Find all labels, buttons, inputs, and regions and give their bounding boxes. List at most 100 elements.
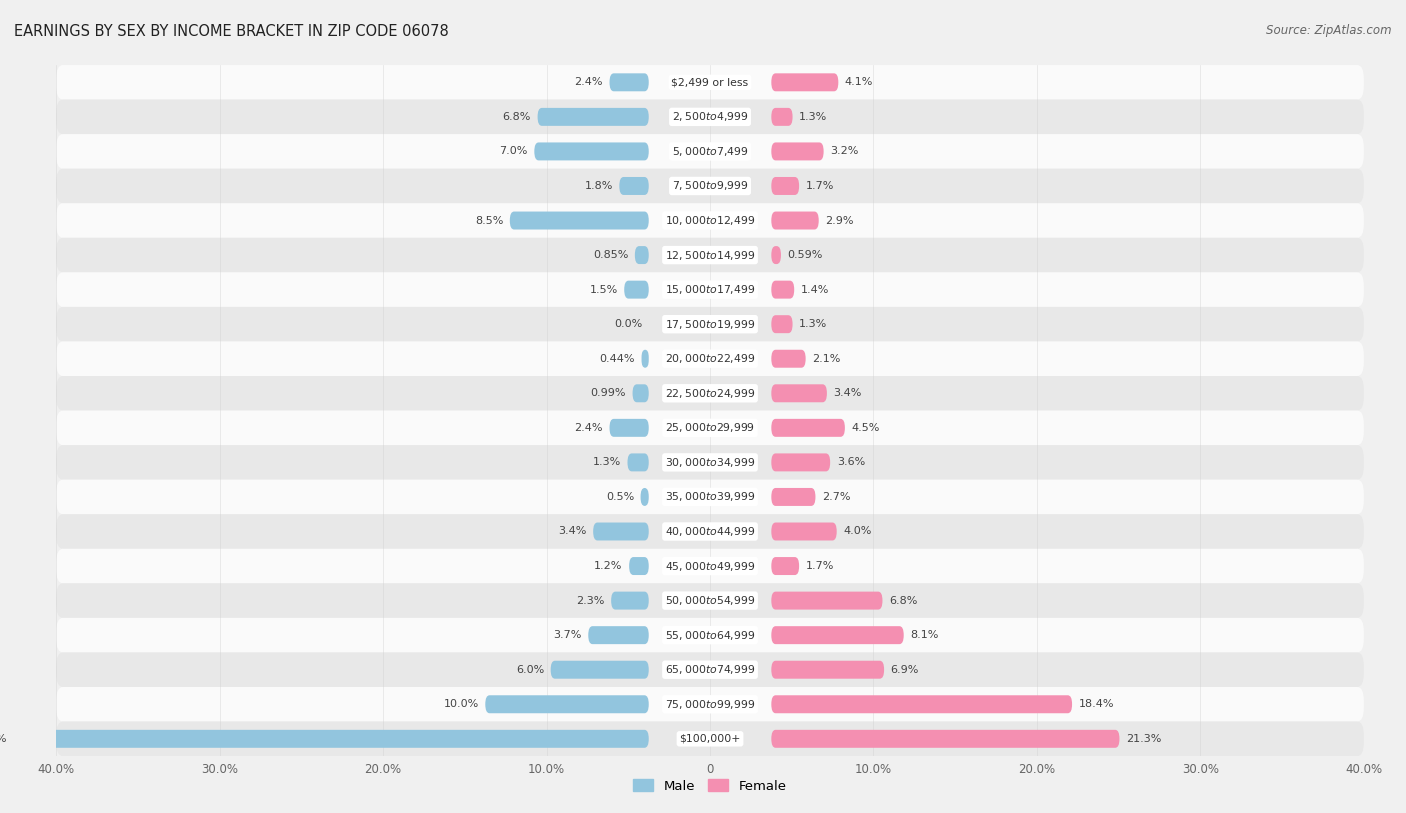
- FancyBboxPatch shape: [56, 65, 1364, 99]
- Legend: Male, Female: Male, Female: [628, 774, 792, 798]
- FancyBboxPatch shape: [772, 350, 806, 367]
- Text: 8.5%: 8.5%: [475, 215, 503, 225]
- Text: 1.2%: 1.2%: [595, 561, 623, 571]
- FancyBboxPatch shape: [624, 280, 648, 298]
- Text: 21.3%: 21.3%: [1126, 734, 1161, 744]
- FancyBboxPatch shape: [56, 307, 1364, 341]
- Text: $75,000 to $99,999: $75,000 to $99,999: [665, 698, 755, 711]
- Text: 2.9%: 2.9%: [825, 215, 853, 225]
- FancyBboxPatch shape: [56, 168, 1364, 203]
- FancyBboxPatch shape: [772, 177, 799, 195]
- FancyBboxPatch shape: [772, 661, 884, 679]
- Text: $10,000 to $12,499: $10,000 to $12,499: [665, 214, 755, 227]
- Text: 0.99%: 0.99%: [591, 389, 626, 398]
- FancyBboxPatch shape: [56, 618, 1364, 652]
- Text: $35,000 to $39,999: $35,000 to $39,999: [665, 490, 755, 503]
- Text: 4.0%: 4.0%: [844, 527, 872, 537]
- Text: 1.7%: 1.7%: [806, 561, 834, 571]
- Text: 3.4%: 3.4%: [834, 389, 862, 398]
- FancyBboxPatch shape: [641, 350, 648, 367]
- Text: 4.1%: 4.1%: [845, 77, 873, 87]
- FancyBboxPatch shape: [627, 454, 648, 472]
- Text: 3.7%: 3.7%: [554, 630, 582, 640]
- FancyBboxPatch shape: [772, 211, 818, 229]
- Text: $7,500 to $9,999: $7,500 to $9,999: [672, 180, 748, 193]
- FancyBboxPatch shape: [56, 514, 1364, 549]
- FancyBboxPatch shape: [56, 583, 1364, 618]
- FancyBboxPatch shape: [56, 134, 1364, 168]
- Text: $17,500 to $19,999: $17,500 to $19,999: [665, 318, 755, 331]
- Text: $55,000 to $64,999: $55,000 to $64,999: [665, 628, 755, 641]
- Text: 6.8%: 6.8%: [503, 112, 531, 122]
- FancyBboxPatch shape: [56, 341, 1364, 376]
- Text: $2,499 or less: $2,499 or less: [672, 77, 748, 87]
- Text: $25,000 to $29,999: $25,000 to $29,999: [665, 421, 755, 434]
- Text: 2.4%: 2.4%: [575, 423, 603, 433]
- FancyBboxPatch shape: [772, 557, 799, 575]
- FancyBboxPatch shape: [56, 376, 1364, 411]
- FancyBboxPatch shape: [628, 557, 648, 575]
- FancyBboxPatch shape: [56, 445, 1364, 480]
- FancyBboxPatch shape: [772, 488, 815, 506]
- FancyBboxPatch shape: [772, 454, 830, 472]
- Text: $45,000 to $49,999: $45,000 to $49,999: [665, 559, 755, 572]
- Text: 1.3%: 1.3%: [593, 458, 621, 467]
- FancyBboxPatch shape: [610, 419, 648, 437]
- FancyBboxPatch shape: [772, 246, 780, 264]
- FancyBboxPatch shape: [772, 730, 1119, 748]
- Text: 0.0%: 0.0%: [614, 320, 643, 329]
- Text: 0.5%: 0.5%: [606, 492, 634, 502]
- Text: 6.9%: 6.9%: [890, 665, 920, 675]
- FancyBboxPatch shape: [619, 177, 648, 195]
- Text: EARNINGS BY SEX BY INCOME BRACKET IN ZIP CODE 06078: EARNINGS BY SEX BY INCOME BRACKET IN ZIP…: [14, 24, 449, 39]
- Text: 1.8%: 1.8%: [585, 181, 613, 191]
- Text: 1.3%: 1.3%: [799, 320, 827, 329]
- Text: 38.9%: 38.9%: [0, 734, 7, 744]
- Text: 0.44%: 0.44%: [599, 354, 636, 363]
- FancyBboxPatch shape: [13, 730, 648, 748]
- Text: 2.4%: 2.4%: [575, 77, 603, 87]
- Text: Source: ZipAtlas.com: Source: ZipAtlas.com: [1267, 24, 1392, 37]
- Text: $12,500 to $14,999: $12,500 to $14,999: [665, 249, 755, 262]
- Text: $22,500 to $24,999: $22,500 to $24,999: [665, 387, 755, 400]
- FancyBboxPatch shape: [772, 385, 827, 402]
- FancyBboxPatch shape: [772, 315, 793, 333]
- FancyBboxPatch shape: [510, 211, 648, 229]
- FancyBboxPatch shape: [56, 687, 1364, 722]
- Text: $100,000+: $100,000+: [679, 734, 741, 744]
- FancyBboxPatch shape: [534, 142, 648, 160]
- Text: 18.4%: 18.4%: [1078, 699, 1114, 709]
- Text: 1.7%: 1.7%: [806, 181, 834, 191]
- FancyBboxPatch shape: [56, 237, 1364, 272]
- Text: 10.0%: 10.0%: [443, 699, 479, 709]
- FancyBboxPatch shape: [772, 523, 837, 541]
- FancyBboxPatch shape: [56, 99, 1364, 134]
- Text: 3.2%: 3.2%: [830, 146, 859, 156]
- FancyBboxPatch shape: [772, 695, 1071, 713]
- Text: $20,000 to $22,499: $20,000 to $22,499: [665, 352, 755, 365]
- FancyBboxPatch shape: [772, 419, 845, 437]
- Text: 6.8%: 6.8%: [889, 596, 917, 606]
- FancyBboxPatch shape: [56, 411, 1364, 445]
- Text: 1.5%: 1.5%: [589, 285, 617, 294]
- Text: $15,000 to $17,499: $15,000 to $17,499: [665, 283, 755, 296]
- Text: 3.4%: 3.4%: [558, 527, 586, 537]
- Text: $40,000 to $44,999: $40,000 to $44,999: [665, 525, 755, 538]
- FancyBboxPatch shape: [772, 280, 794, 298]
- Text: $50,000 to $54,999: $50,000 to $54,999: [665, 594, 755, 607]
- FancyBboxPatch shape: [56, 549, 1364, 583]
- FancyBboxPatch shape: [56, 652, 1364, 687]
- FancyBboxPatch shape: [56, 272, 1364, 307]
- Text: 2.7%: 2.7%: [823, 492, 851, 502]
- FancyBboxPatch shape: [610, 73, 648, 91]
- Text: $5,000 to $7,499: $5,000 to $7,499: [672, 145, 748, 158]
- FancyBboxPatch shape: [537, 108, 648, 126]
- Text: $2,500 to $4,999: $2,500 to $4,999: [672, 111, 748, 124]
- Text: 1.3%: 1.3%: [799, 112, 827, 122]
- FancyBboxPatch shape: [593, 523, 648, 541]
- FancyBboxPatch shape: [633, 385, 648, 402]
- Text: 4.5%: 4.5%: [852, 423, 880, 433]
- FancyBboxPatch shape: [772, 626, 904, 644]
- FancyBboxPatch shape: [588, 626, 648, 644]
- Text: 0.59%: 0.59%: [787, 250, 823, 260]
